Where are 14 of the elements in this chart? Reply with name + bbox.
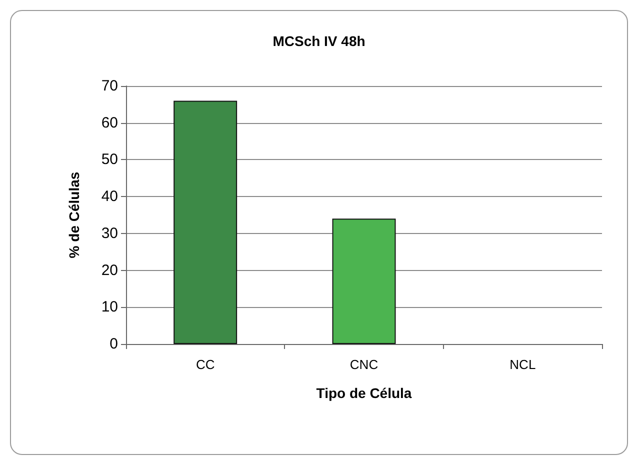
x-tick-label: NCL	[510, 357, 536, 372]
x-tick-label: CC	[196, 357, 215, 372]
x-tick-label: CNC	[350, 357, 378, 372]
y-tick-label: 30	[101, 224, 118, 242]
y-tick-label: 50	[101, 151, 118, 168]
x-axis-title: Tipo de Célula	[316, 385, 412, 401]
chart-title: MCSch IV 48h	[272, 33, 366, 49]
y-tick-label: 0	[110, 336, 118, 352]
y-axis-title: % de Células	[66, 172, 82, 258]
y-tick-label: 40	[101, 188, 118, 206]
y-tick-label: 70	[101, 78, 118, 94]
y-tick-label: 10	[101, 298, 118, 316]
y-tick-label: 20	[101, 262, 118, 279]
y-tick-label: 60	[101, 114, 118, 132]
